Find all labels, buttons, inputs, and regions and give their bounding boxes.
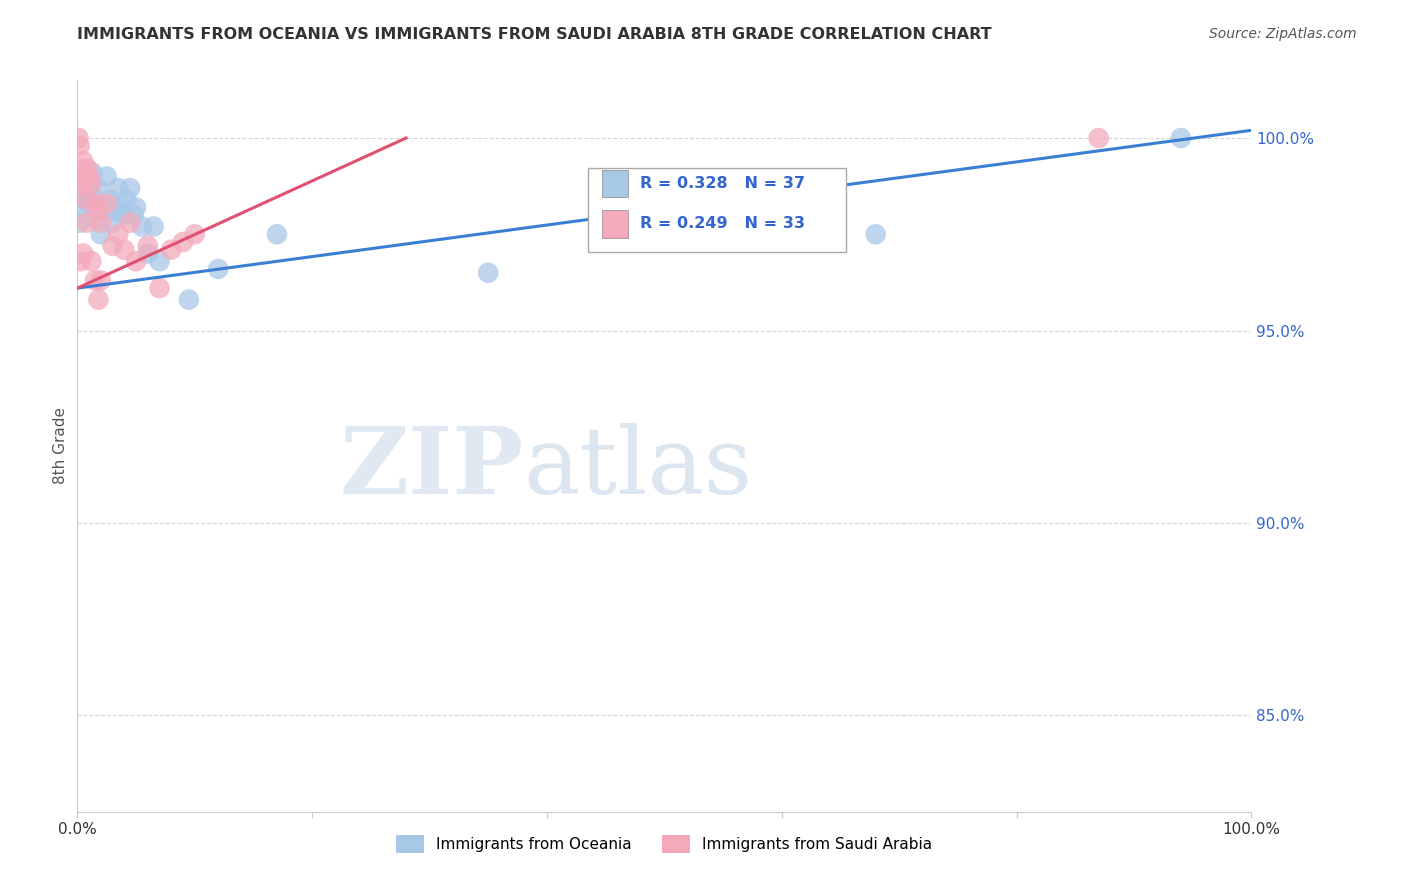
Y-axis label: 8th Grade: 8th Grade bbox=[53, 408, 67, 484]
Point bbox=[84, 273, 107, 287]
Point bbox=[90, 273, 112, 287]
Point bbox=[84, 211, 107, 226]
Bar bbox=[602, 169, 628, 197]
Point bbox=[107, 227, 129, 242]
Point bbox=[90, 227, 112, 242]
Point bbox=[70, 161, 93, 176]
Point bbox=[142, 219, 165, 234]
Bar bbox=[602, 210, 628, 237]
Point bbox=[69, 138, 91, 153]
Point bbox=[87, 181, 110, 195]
Point bbox=[865, 227, 887, 242]
Point bbox=[72, 154, 94, 169]
Point bbox=[75, 193, 97, 207]
Point bbox=[77, 173, 100, 187]
Point bbox=[125, 254, 148, 268]
Point bbox=[122, 208, 145, 222]
Point bbox=[84, 196, 107, 211]
Point bbox=[77, 169, 100, 184]
Point bbox=[76, 193, 98, 207]
Text: Source: ZipAtlas.com: Source: ZipAtlas.com bbox=[1209, 27, 1357, 41]
Point bbox=[112, 208, 135, 222]
Point bbox=[120, 216, 142, 230]
Point bbox=[91, 196, 114, 211]
Text: R = 0.249   N = 33: R = 0.249 N = 33 bbox=[640, 216, 804, 231]
Point bbox=[82, 166, 104, 180]
Text: atlas: atlas bbox=[523, 423, 752, 513]
Point bbox=[101, 239, 124, 253]
Point bbox=[125, 200, 148, 214]
Point bbox=[112, 243, 135, 257]
Text: IMMIGRANTS FROM OCEANIA VS IMMIGRANTS FROM SAUDI ARABIA 8TH GRADE CORRELATION CH: IMMIGRANTS FROM OCEANIA VS IMMIGRANTS FR… bbox=[77, 27, 993, 42]
Point bbox=[87, 204, 110, 219]
Point bbox=[98, 193, 121, 207]
Point bbox=[172, 235, 194, 249]
Point bbox=[101, 216, 124, 230]
Point bbox=[84, 200, 107, 214]
Point bbox=[96, 196, 118, 211]
Point bbox=[266, 227, 288, 242]
Point bbox=[120, 181, 142, 195]
Point bbox=[75, 169, 97, 184]
Point bbox=[77, 161, 100, 176]
Point bbox=[73, 178, 96, 192]
Point bbox=[1087, 131, 1109, 145]
Point bbox=[207, 261, 229, 276]
Point bbox=[183, 227, 207, 242]
Text: R = 0.328   N = 37: R = 0.328 N = 37 bbox=[640, 176, 804, 191]
Point bbox=[70, 200, 93, 214]
Point bbox=[76, 181, 98, 195]
Point bbox=[148, 281, 170, 295]
Point bbox=[477, 266, 499, 280]
Point bbox=[87, 293, 110, 307]
Point bbox=[72, 178, 94, 192]
Point bbox=[136, 239, 159, 253]
Point bbox=[160, 243, 183, 257]
Point bbox=[69, 216, 91, 230]
Point bbox=[80, 188, 103, 202]
Point bbox=[90, 216, 112, 230]
Point bbox=[67, 131, 90, 145]
Point bbox=[70, 178, 93, 192]
Legend: Immigrants from Oceania, Immigrants from Saudi Arabia: Immigrants from Oceania, Immigrants from… bbox=[391, 829, 938, 859]
Point bbox=[70, 254, 93, 268]
Point bbox=[148, 254, 170, 268]
Point bbox=[136, 246, 159, 260]
Point bbox=[80, 254, 103, 268]
Point bbox=[107, 181, 129, 195]
Point bbox=[70, 188, 93, 202]
Point bbox=[111, 200, 134, 214]
Point bbox=[115, 193, 138, 207]
Point bbox=[131, 219, 153, 234]
Point bbox=[96, 169, 118, 184]
Point bbox=[177, 293, 200, 307]
Point bbox=[1170, 131, 1192, 145]
Text: ZIP: ZIP bbox=[339, 423, 523, 513]
Point bbox=[76, 216, 98, 230]
Point bbox=[72, 246, 94, 260]
Point bbox=[104, 204, 127, 219]
Point bbox=[77, 196, 100, 211]
Point bbox=[73, 185, 96, 199]
Point bbox=[80, 178, 103, 192]
Bar bbox=[588, 168, 846, 252]
